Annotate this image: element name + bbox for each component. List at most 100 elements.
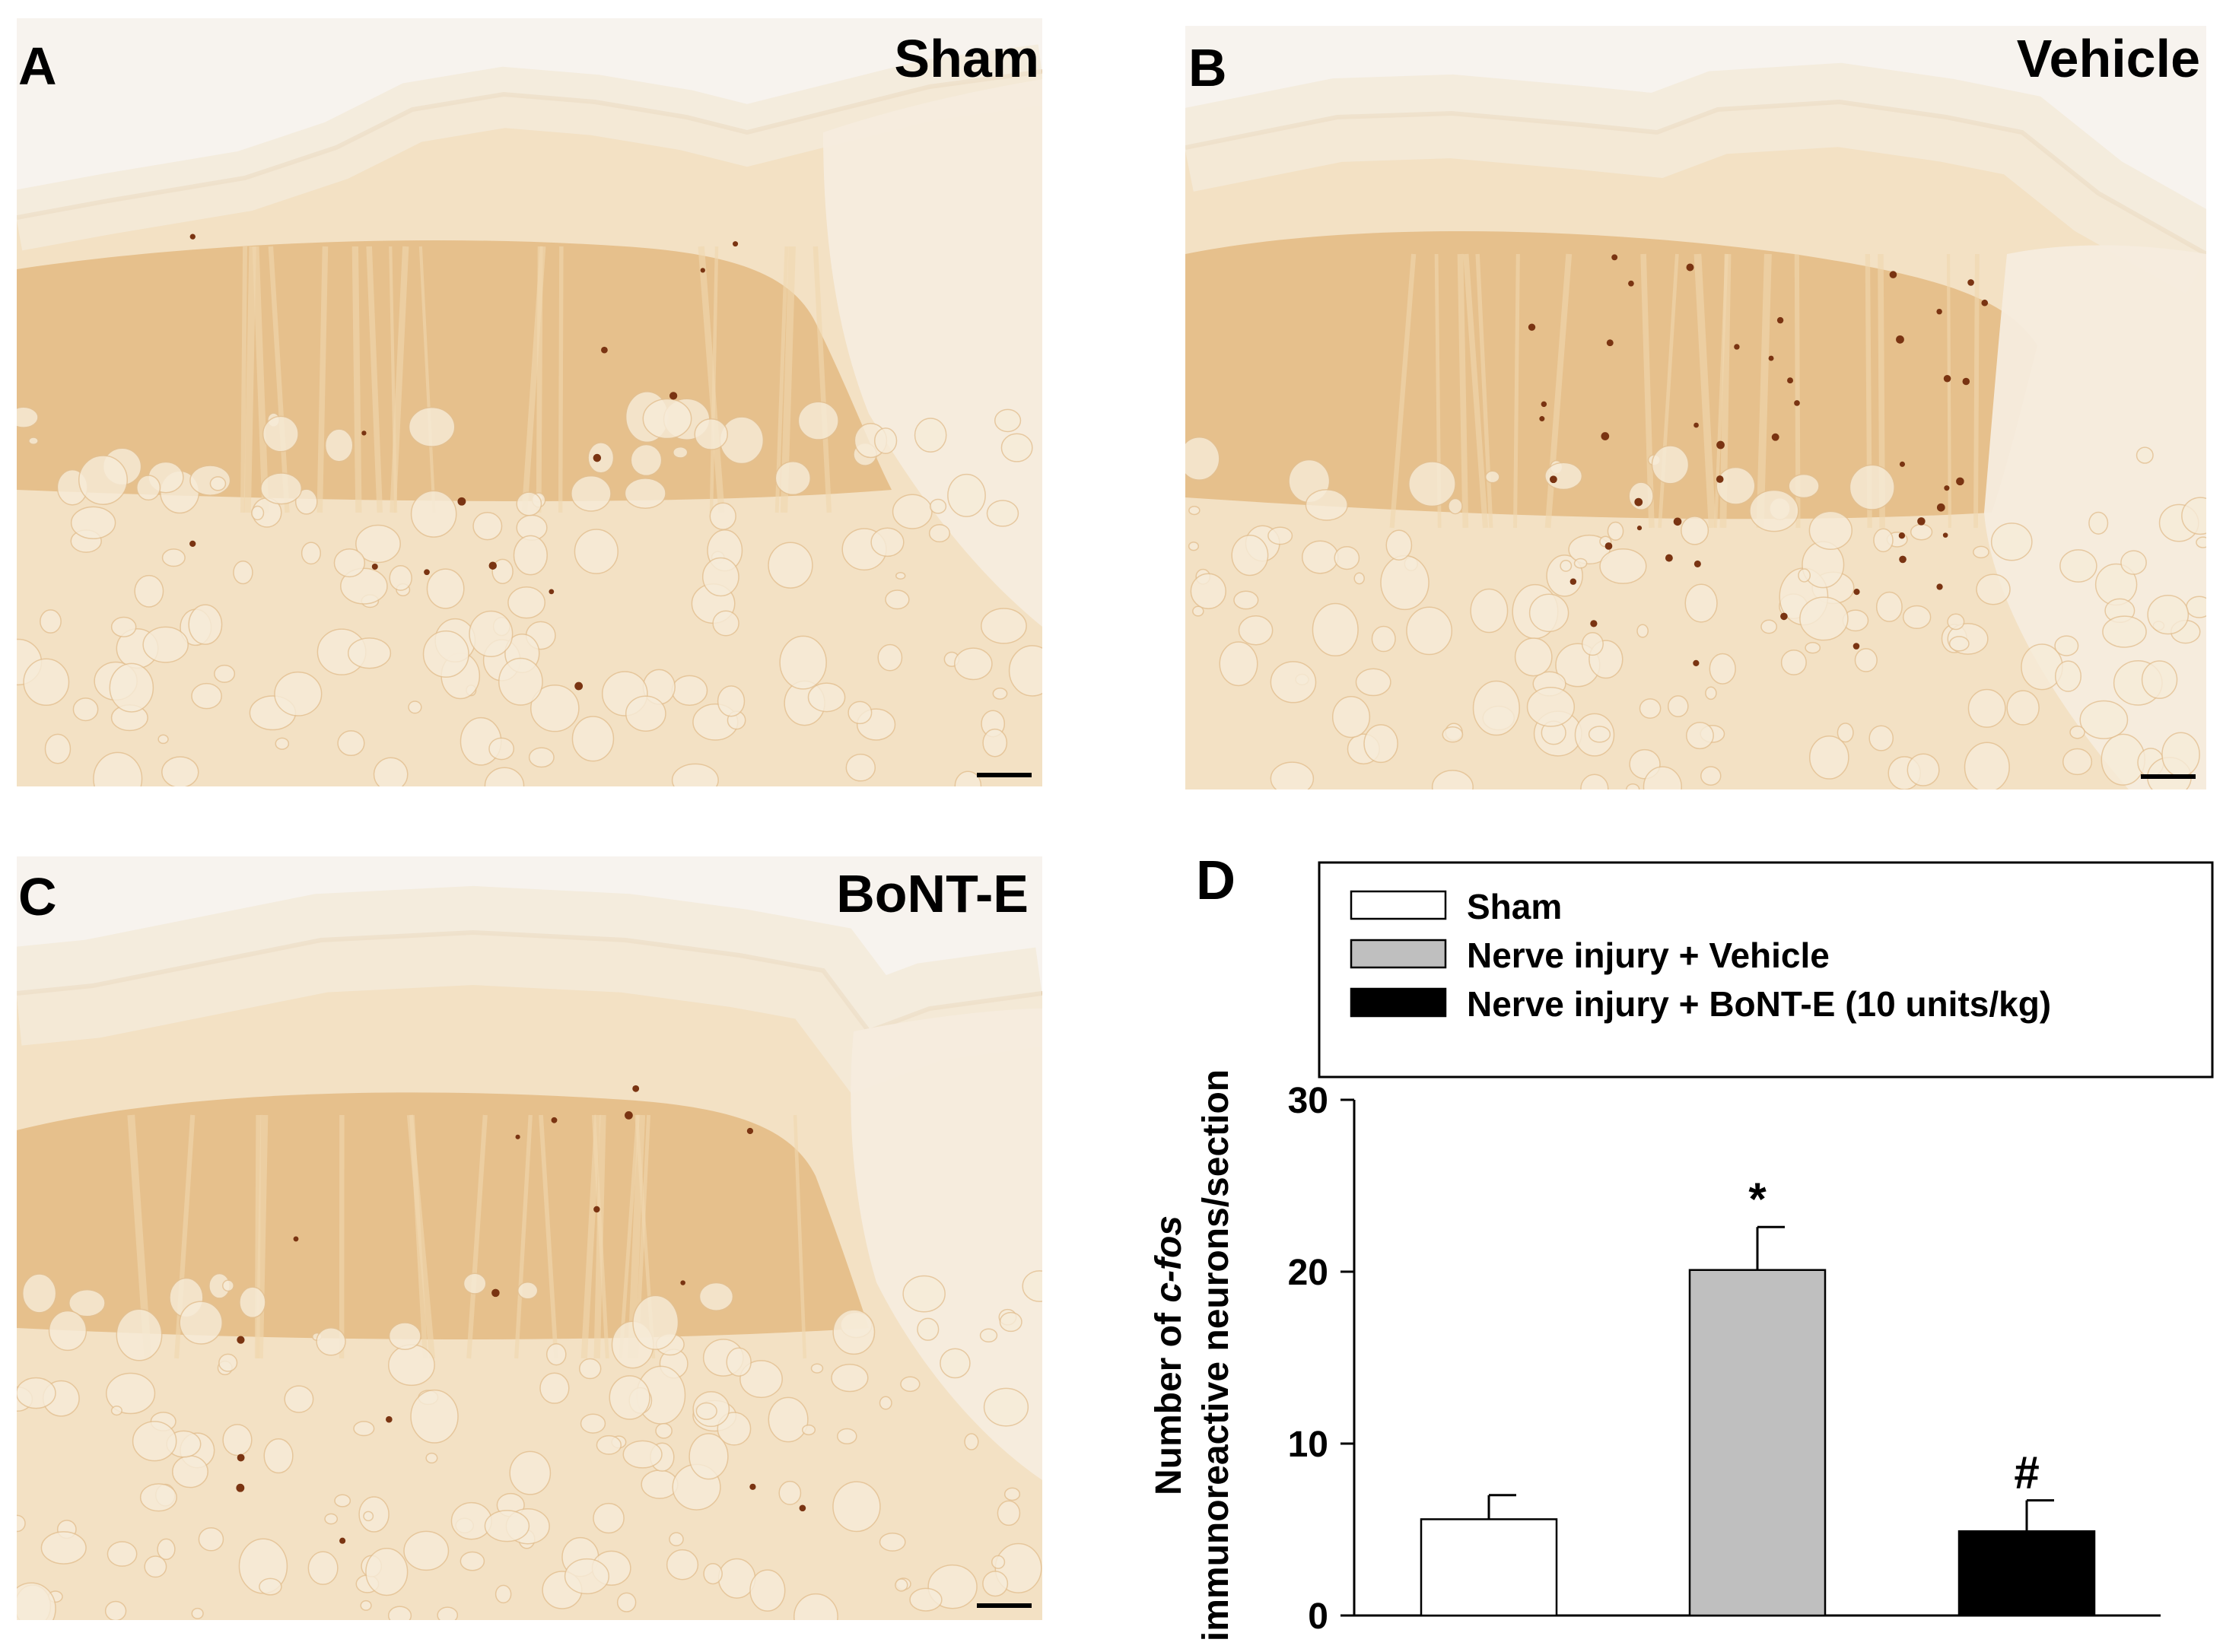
vacuole <box>1588 726 1611 743</box>
panel-letter-a: A <box>18 37 57 96</box>
stained-nucleus <box>549 589 555 595</box>
vacuole <box>28 437 39 446</box>
vacuole <box>17 1582 56 1620</box>
bar-2 <box>1688 1269 1827 1617</box>
vacuole <box>134 574 164 608</box>
vacuole <box>630 443 663 477</box>
vacuole <box>2079 700 2129 739</box>
vacuole <box>44 733 72 764</box>
stained-nucleus <box>1936 308 1942 315</box>
stained-nucleus <box>749 1483 756 1490</box>
vacuole <box>408 701 422 714</box>
y-tick-label-30: 30 <box>1288 1081 1328 1121</box>
fiber-streak <box>240 246 247 513</box>
stained-nucleus <box>1673 517 1682 526</box>
vacuole <box>324 1513 339 1525</box>
fiber-streak <box>1463 253 1489 529</box>
significance-mark-3: # <box>2014 1447 2039 1498</box>
stained-nucleus <box>1634 497 1643 507</box>
vacuole <box>161 756 199 786</box>
vacuole <box>712 610 739 637</box>
vacuole <box>388 1344 435 1387</box>
vacuole <box>358 1496 390 1533</box>
stained-nucleus <box>1889 271 1897 278</box>
vacuole <box>909 1587 943 1612</box>
vacuole <box>1188 505 1201 516</box>
vacuole <box>1000 433 1033 462</box>
vacuole <box>1681 516 1709 545</box>
tissue-image-b <box>1185 26 2206 789</box>
fiber-streak <box>793 1114 807 1359</box>
legend-swatch-1 <box>1350 890 1447 920</box>
vacuole <box>807 682 846 713</box>
panel-title-sham: Sham <box>894 29 1039 88</box>
vacuole <box>191 682 222 710</box>
gray-matter-region <box>17 240 892 501</box>
vacuole <box>695 1402 717 1420</box>
fiber-streak <box>1512 253 1520 529</box>
vacuole <box>701 557 739 597</box>
vacuole <box>964 1433 979 1450</box>
vacuole <box>72 697 99 722</box>
stained-nucleus <box>1776 316 1784 324</box>
vacuole <box>545 1343 567 1366</box>
vacuole <box>104 1600 127 1620</box>
vacuole <box>580 1413 606 1434</box>
vacuole <box>333 548 366 578</box>
vacuole <box>1219 641 1258 687</box>
vacuole <box>437 1606 459 1620</box>
vacuole <box>23 658 70 706</box>
vacuole <box>1448 497 1463 515</box>
vacuole <box>1947 613 1965 631</box>
vacuole <box>655 1422 673 1439</box>
fiber-streak <box>252 246 269 513</box>
fiber-streak <box>591 1114 609 1359</box>
vacuole <box>1408 461 1456 507</box>
vacuole <box>530 684 580 732</box>
stained-nucleus <box>1693 560 1701 567</box>
vacuole <box>900 1376 921 1393</box>
vacuole <box>831 1364 869 1393</box>
vacuole <box>836 1428 857 1445</box>
vacuole <box>1544 462 1583 491</box>
stained-nucleus <box>1768 355 1774 361</box>
vacuole <box>157 1538 176 1561</box>
vacuole <box>107 1541 138 1567</box>
vacuole <box>779 635 827 690</box>
vacuole <box>2054 635 2079 656</box>
stained-nucleus <box>1716 475 1724 483</box>
stained-nucleus <box>1549 475 1557 484</box>
vacuole <box>940 1348 971 1379</box>
fiber-streak <box>539 1114 558 1359</box>
vacuole <box>1868 725 1894 751</box>
vacuole <box>774 461 812 496</box>
fiber-streak <box>1973 253 1980 529</box>
panel-title-vehicle: Vehicle <box>2016 29 2200 88</box>
stained-nucleus <box>746 1127 754 1135</box>
vacuole <box>797 401 839 440</box>
vacuole <box>1643 766 1683 789</box>
vacuole <box>1808 510 1853 551</box>
vacuole <box>139 1483 177 1512</box>
fiber-streak <box>813 246 832 513</box>
tissue-image-c <box>17 856 1042 1620</box>
stained-nucleus <box>680 1280 685 1285</box>
vacuole <box>387 1606 412 1620</box>
vacuole <box>472 511 503 541</box>
vacuole <box>1990 523 2033 561</box>
vacuole <box>571 716 615 762</box>
fiber-streak <box>418 246 436 513</box>
vacuole <box>218 1353 238 1372</box>
vacuole <box>161 548 186 567</box>
vacuole <box>954 770 982 786</box>
vacuole <box>21 1273 57 1314</box>
stained-nucleus <box>1601 432 1610 440</box>
vacuole <box>1837 723 1854 743</box>
vacuole <box>365 1547 409 1596</box>
y-axis-title-line-1: Number of c-fos <box>1149 1215 1189 1495</box>
fiber-streak <box>1640 253 1655 529</box>
vacuole <box>263 1438 294 1474</box>
fiber-streak <box>1946 253 1951 529</box>
vacuole <box>1385 529 1413 561</box>
stained-nucleus <box>1956 477 1964 486</box>
